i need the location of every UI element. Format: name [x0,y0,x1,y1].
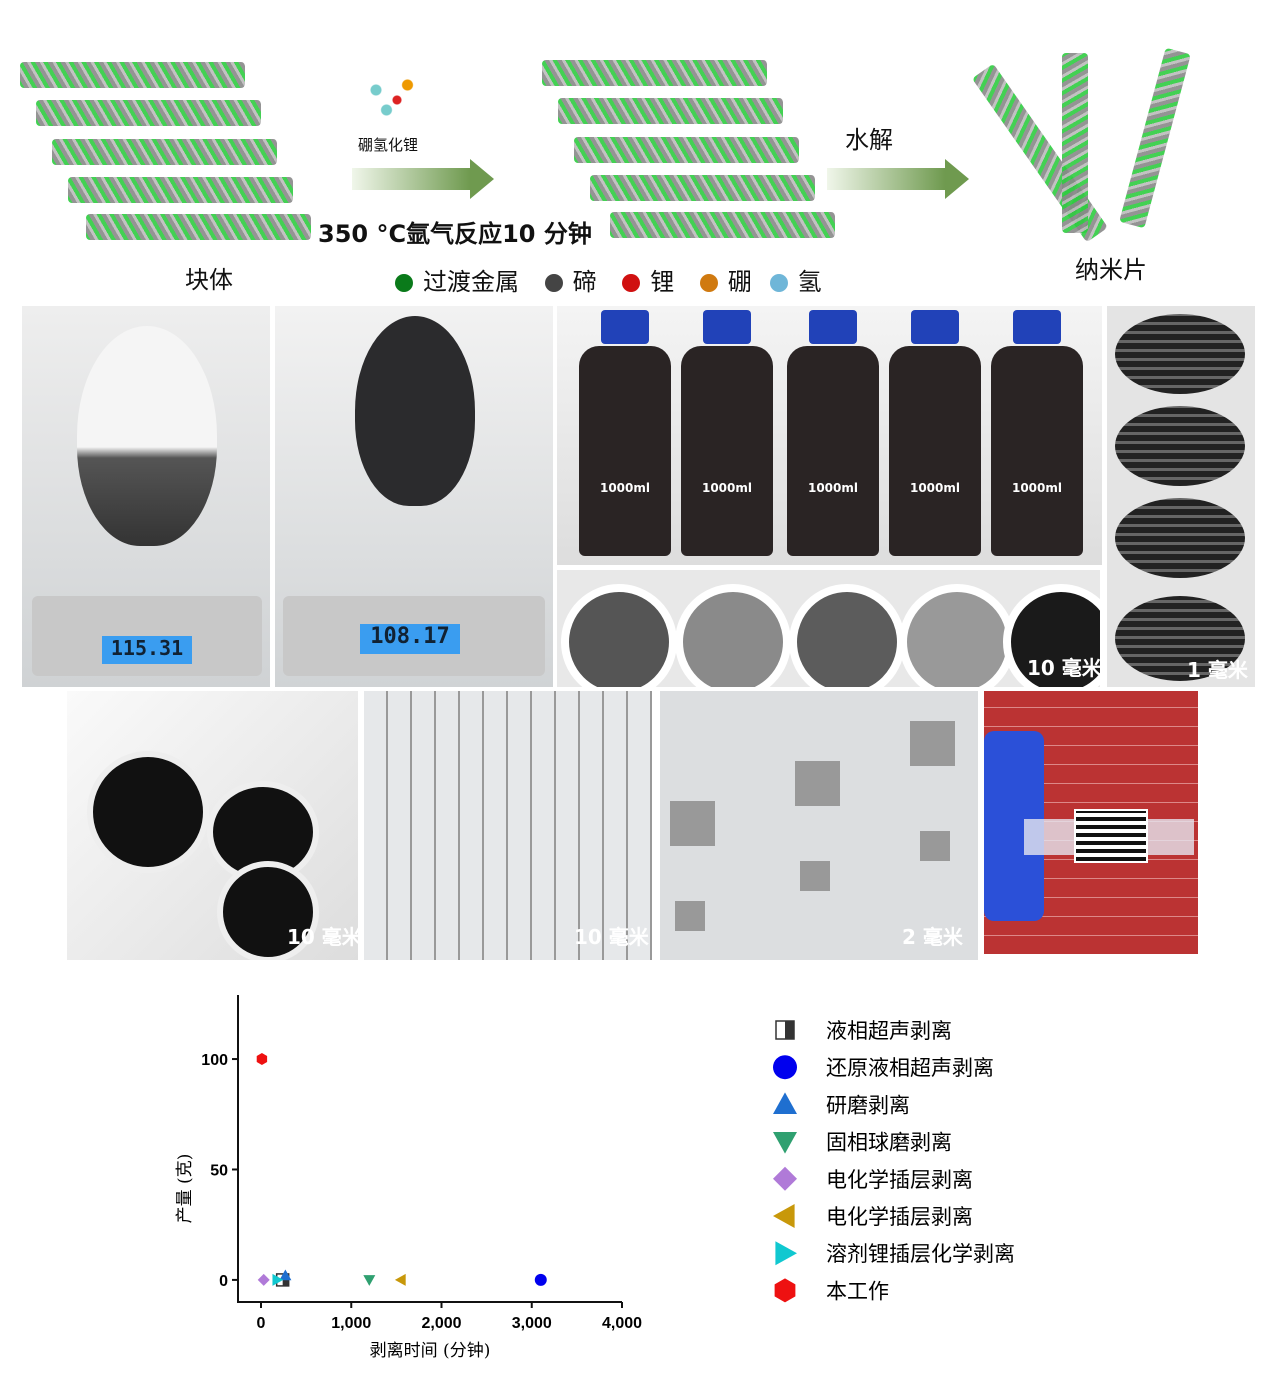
legend-label: 溶剂锂插层化学剥离 [826,1242,1015,1266]
axes [237,995,622,1303]
data-point [272,1273,284,1286]
y-tick-label: 50 [210,1162,228,1179]
photo-films-on-filters: 10 毫米 [557,570,1100,687]
legend-label: 过渡金属 [423,268,519,296]
photo-nanosheet-powder-on-scale: 108.17 [275,306,553,687]
legend-label: 锂 [650,268,675,296]
bulk-label: 块体 [185,266,233,294]
arrow-right-icon [352,159,494,199]
scale-bar: 1 毫米 [1187,654,1248,683]
scale-bar-label: 1 毫米 [1187,658,1248,682]
data-point [257,1273,270,1286]
legend-marker [773,1132,797,1154]
legend-marker [774,1278,796,1303]
legend-label: 电化学插层剥离 [826,1205,973,1229]
x-axis-label: 剥离时间 (分钟) [370,1341,491,1361]
legend-label: 还原液相超声剥离 [826,1056,994,1080]
photo-flexible-logo-films: 10 毫米 [67,691,358,960]
legend-marker [773,1055,797,1080]
photo-dispersion-bottles: 1000ml 1000ml 1000ml 1000ml 1000ml [557,306,1102,565]
legend-marker [773,1166,797,1191]
bulk-layer [86,214,311,240]
tellurium-ball-icon [544,274,563,292]
condition-label: 350 °C氩气反应10 分钟 [318,220,592,248]
data-point [279,1269,292,1281]
legend-label: 液相超声剥离 [826,1019,952,1043]
transition-metal-ball-icon [395,274,413,292]
data-point [256,1053,268,1066]
scale-display: 115.31 [102,636,192,664]
scale-bar: 2 毫米 [902,921,963,950]
lithium-ball-icon [622,274,641,292]
data-point [534,1273,547,1286]
photo-printed-electrode-array: 10 毫米 [364,691,652,960]
bulk-layer [52,139,277,165]
bulk-layer [20,62,245,88]
legend-marker [773,1092,797,1114]
nanosheet-label: 纳米片 [1075,256,1147,284]
legend-label: 研磨剥离 [826,1093,910,1117]
scale-bar: 10 毫米 [287,921,358,950]
intercalated-layer [542,60,767,86]
boron-ball-icon [699,274,718,292]
photo-interdigitated-electrodes: 2 毫米 [660,691,978,960]
scale-display: 108.17 [360,624,460,654]
photo-flexible-device-on-tube [984,691,1198,954]
scale-bar: 10 毫米 [574,921,649,950]
scale-bar-label: 10 毫米 [1027,656,1100,680]
legend-marker [775,1241,797,1266]
legend-marker [773,1204,795,1228]
photo-bulk-powder-on-scale: 115.31 [22,306,270,687]
scale-bar-label: 10 毫米 [287,925,358,949]
intercalated-layer [558,98,783,124]
x-tick-label: 0 [257,1315,266,1332]
hydrolysis-label: 水解 [845,126,893,154]
bottle-label: 1000ml [807,481,858,495]
lithium-borohydride-molecule [355,70,425,120]
y-tick-label: 100 [201,1052,228,1069]
data-point [363,1275,376,1286]
bulk-layer [36,100,261,126]
hydrogen-ball-icon [769,274,788,292]
bottle-label: 1000ml [599,481,650,495]
bulk-layer [68,177,293,203]
y-axis-label: 产量 (克) [175,1154,195,1224]
x-tick-label: 2,000 [421,1315,461,1332]
x-tick-label: 3,000 [512,1315,552,1332]
intercalated-layer [574,137,799,163]
scale-bar-label: 2 毫米 [902,925,963,949]
intercalated-layer [610,212,835,238]
data-point [394,1273,406,1286]
scale-bar: 10 毫米 [1027,652,1100,681]
x-tick-label: 1,000 [331,1315,371,1332]
legend-label: 本工作 [826,1279,889,1303]
legend-label: 碲 [572,268,597,296]
legend-label: 固相球磨剥离 [826,1131,952,1155]
photo-printed-lattices: 1 毫米 [1107,306,1255,687]
x-tick-label: 4,000 [602,1315,642,1332]
legend-label: 氢 [797,268,822,296]
bottle-label: 1000ml [701,481,752,495]
y-tick-label: 0 [219,1273,228,1290]
arrow-right-icon [827,159,969,199]
legend-label: 硼 [727,268,752,296]
legend-label: 电化学插层剥离 [826,1168,973,1192]
bottle-label: 1000ml [1011,481,1062,495]
atom-legend: 过渡金属 碲 锂 硼 氢 [395,262,822,297]
scale-bar-label: 10 毫米 [574,925,649,949]
intercalated-layer [590,175,815,201]
bottle-label: 1000ml [909,481,960,495]
reagent-label: 硼氢化锂 [358,136,419,154]
legend-marker [785,1021,794,1039]
